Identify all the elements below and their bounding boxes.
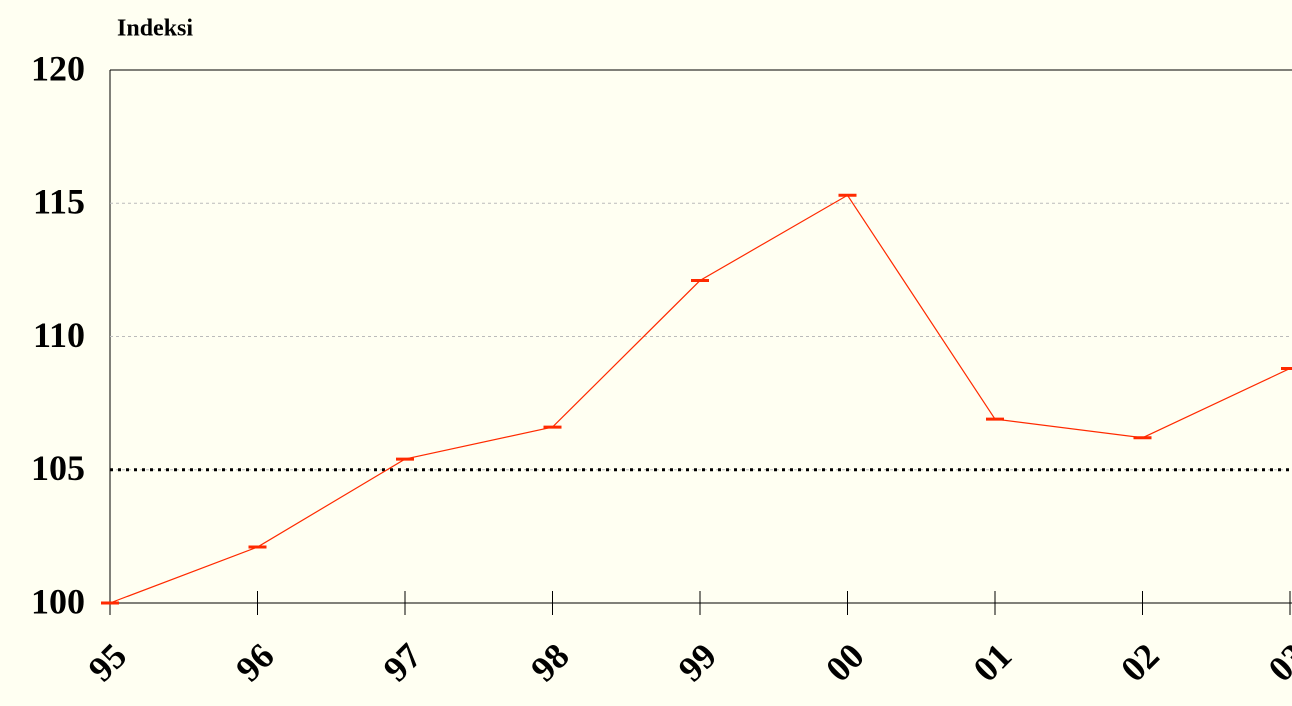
y-tick-label: 100: [31, 581, 85, 621]
x-tick-label: 01: [965, 635, 1019, 689]
line: [109, 194, 1291, 604]
y-tick-label: 110: [33, 315, 85, 355]
x-tick-label: 99: [670, 635, 724, 689]
x-tick-label: 98: [523, 635, 577, 689]
y-tick-label: 105: [31, 448, 85, 488]
x-tick-label: 02: [1113, 635, 1167, 689]
x-tick-label: 96: [228, 635, 282, 689]
x-tick-label: 97: [375, 635, 429, 689]
chart-title: Indeksi: [117, 16, 193, 42]
x-tick-label: 95: [80, 635, 134, 689]
x-tick-label: 00: [818, 635, 872, 689]
y-tick-label: 115: [33, 182, 85, 222]
x-tick-label: 03: [1260, 635, 1292, 689]
y-tick-label: 120: [31, 48, 85, 88]
